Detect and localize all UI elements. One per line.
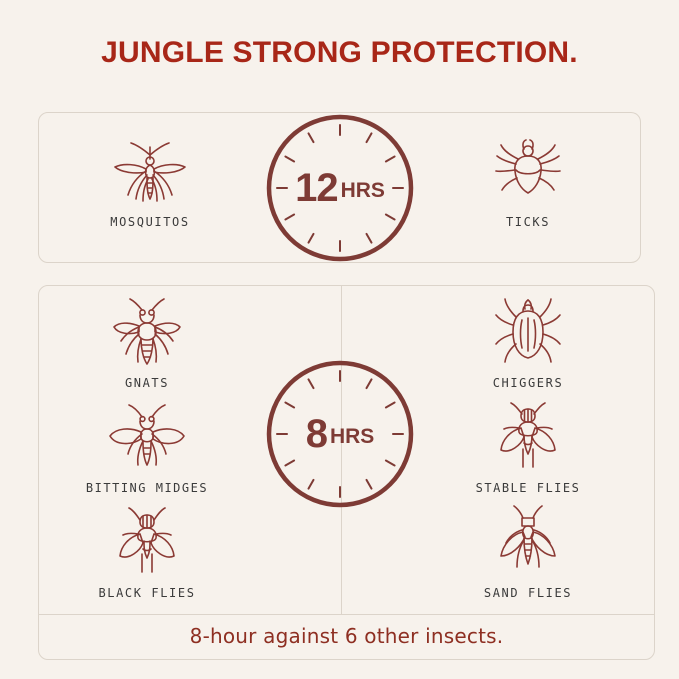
stable-fly-icon xyxy=(453,399,603,477)
insect-cell-sand-flies: SAND FLIES xyxy=(453,504,603,600)
insect-label: TICKS xyxy=(505,215,551,229)
insect-label: STABLE FLIES xyxy=(475,481,581,495)
insect-cell-stable-flies: STABLE FLIES xyxy=(453,399,603,495)
insect-label: MOSQUITOS xyxy=(110,215,190,229)
insect-cell-gnats: GNATS xyxy=(72,294,222,390)
insect-cell-black-flies: BLACK FLIES xyxy=(72,504,222,600)
midge-icon xyxy=(72,399,222,477)
footer-divider xyxy=(39,614,654,615)
insect-label: BLACK FLIES xyxy=(98,586,196,600)
clock-unit: HRS xyxy=(340,178,385,202)
panel-12-hour xyxy=(38,112,641,263)
clock-8-hours: 8 HRS xyxy=(263,357,417,511)
footer-bar: 8-hour against 6 other insects. xyxy=(38,613,655,659)
chigger-icon xyxy=(453,294,603,372)
tick-icon xyxy=(453,133,603,211)
black-fly-icon xyxy=(72,504,222,582)
page-title: JUNGLE STRONG PROTECTION. xyxy=(101,36,578,69)
clock-face-text: 12 HRS xyxy=(263,111,417,265)
clock-face-text: 8 HRS xyxy=(263,357,417,511)
insect-label: SAND FLIES xyxy=(483,586,573,600)
clock-value: 8 xyxy=(305,412,328,456)
insect-label: CHIGGERS xyxy=(492,376,564,390)
clock-value: 12 xyxy=(295,166,338,210)
footer-text: 8-hour against 6 other insects. xyxy=(189,624,504,648)
sand-fly-icon xyxy=(453,504,603,582)
clock-12-hours: 12 HRS xyxy=(263,111,417,265)
insect-cell-ticks: TICKS xyxy=(453,133,603,229)
insect-label: GNATS xyxy=(124,376,170,390)
column-divider xyxy=(341,286,342,614)
insect-cell-bitting-midges: BITTING MIDGES xyxy=(72,399,222,495)
gnat-icon xyxy=(72,294,222,372)
insect-cell-mosquitos: MOSQUITOS xyxy=(75,133,225,229)
insect-cell-chiggers: CHIGGERS xyxy=(453,294,603,390)
insect-label: BITTING MIDGES xyxy=(85,481,209,495)
clock-unit: HRS xyxy=(329,424,375,448)
panel-8-hour xyxy=(38,285,655,660)
mosquito-icon xyxy=(75,133,225,211)
